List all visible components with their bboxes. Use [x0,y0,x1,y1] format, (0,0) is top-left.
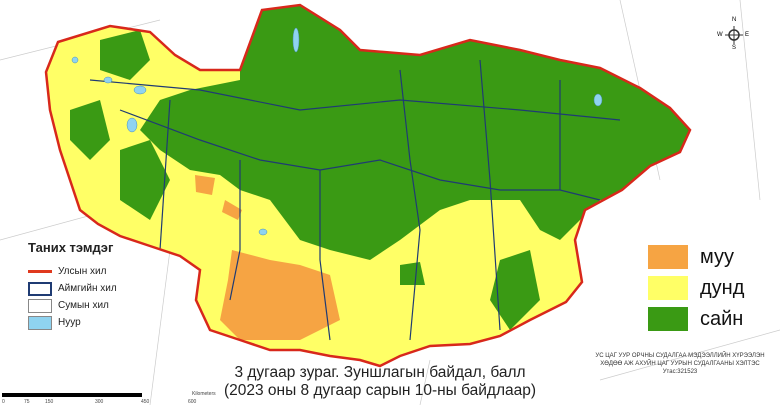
aimag-borders [89,59,621,341]
sain-swatch [648,307,688,331]
compass-n: N [732,17,737,23]
legend-item-national-border: Улсын хил [28,263,117,280]
scale-unit: Kilometers [192,391,216,397]
legend-label: Сумын хил [58,300,109,311]
lakes [71,27,603,236]
category-label: сайн [700,307,744,330]
legend-item-aimag-border: Аймгийн хил [28,280,117,297]
credit: УС ЦАГ УУР ОРЧНЫ СУДАЛГАА МЭДЭЭЛЛИЙН ХҮР… [580,352,780,376]
scale-bar [2,393,142,397]
legend-label: Нуур [58,317,81,328]
category-sain: сайн [648,307,743,331]
compass-icon: N S E W [716,17,752,51]
aimag-border-swatch [28,281,52,296]
credit-line-1: УС ЦАГ УУР ОРЧНЫ СУДАЛГАА МЭДЭЭЛЛИЙН ХҮР… [595,353,765,359]
compass-s: S [732,45,737,51]
category-muu: муу [648,245,734,269]
legend-label: Аймгийн хил [58,283,117,294]
sum-border-swatch [28,298,52,313]
category-label: дунд [700,276,745,299]
category-dund: дунд [648,276,744,300]
category-label: муу [700,245,734,268]
lake-swatch [28,315,52,330]
dund-swatch [648,276,688,300]
scale-tick: 600 [188,399,197,405]
national-border-swatch [28,270,52,273]
category-sain-patches [70,30,540,330]
compass-w: W [717,32,723,38]
caption-line-2: (2023 оны 8 дугаар сарын 10-ны байдлаар) [223,382,537,399]
map-legend: Таних тэмдэг Улсын хил Аймгийн хил Сумын… [28,240,117,331]
scale-tick: 0 [2,399,5,405]
credit-line-3: Утас:321523 [662,369,698,375]
scale-tick: 150 [45,399,54,405]
credit-line-2: ХӨДӨӨ АЖ АХУЙН ЦАГ УУРЫН СУДАЛГААНЫ ХЭЛТ… [600,361,760,367]
legend-title: Таних тэмдэг [28,240,114,255]
legend-item-sum-border: Сумын хил [28,297,117,314]
legend-item-lake: Нуур [28,314,117,331]
scale-tick: 450 [141,399,150,405]
figure-caption: 3 дугаар зураг. Зуншлагын байдал, балл (… [210,364,550,400]
scale-labels: 0 75 150 300 450 600 [0,399,200,405]
compass-e: E [745,32,750,38]
muu-swatch [648,245,688,269]
legend-label: Улсын хил [58,266,107,277]
category-sain-area [140,5,690,260]
caption-line-1: 3 дугаар зураг. Зуншлагын байдал, балл [234,364,526,381]
scale-tick: 300 [95,399,104,405]
scale-tick: 75 [24,399,30,405]
category-muu-area [195,175,340,340]
